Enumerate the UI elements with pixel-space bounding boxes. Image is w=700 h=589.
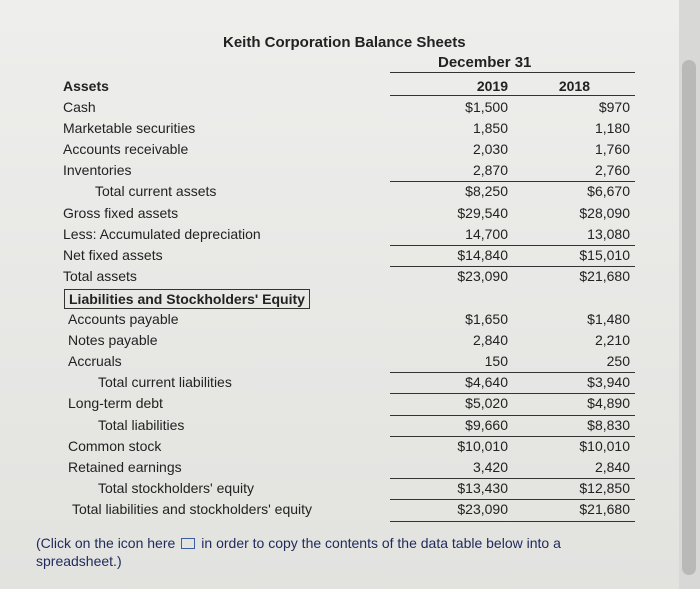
rule [390, 393, 635, 395]
cell: 14,700 [465, 225, 508, 242]
row-label: Accounts receivable [63, 141, 189, 158]
section-label: Liabilities and Stockholders' Equity [64, 288, 310, 309]
scroll-thumb[interactable] [682, 60, 696, 575]
rule [390, 414, 635, 416]
cell: $23,090 [457, 267, 508, 284]
cell: $1,500 [465, 99, 508, 115]
row-label: Common stock [68, 437, 162, 454]
cell: 2,030 [472, 141, 508, 158]
footer-note: (Click on the icon here in order to copy … [36, 534, 616, 570]
rule [390, 521, 635, 522]
row-label: Total stockholders' equity [98, 479, 254, 496]
cell: $970 [598, 99, 630, 115]
cell: $4,640 [465, 374, 508, 391]
row-label: Gross fixed assets [63, 204, 179, 221]
cell: 1,180 [594, 120, 630, 137]
cell: $15,010 [579, 246, 630, 263]
row-label: Cash [63, 99, 96, 115]
cell: $3,940 [587, 374, 630, 391]
rule [390, 372, 635, 374]
row-label: Accounts payable [68, 311, 179, 327]
note-text: (Click on the icon here [36, 535, 176, 551]
rule [390, 477, 635, 479]
cell: $28,090 [579, 204, 630, 221]
rule [390, 244, 635, 246]
row-label: Total current assets [95, 183, 217, 200]
row-label: Retained earnings [68, 458, 182, 475]
cell: 1,760 [594, 141, 630, 158]
cell: $10,010 [457, 437, 508, 454]
row-label: Inventories [63, 162, 132, 179]
row-label: Total liabilities and stockholders' equi… [72, 500, 313, 517]
cell: $10,010 [579, 437, 630, 454]
row-label: Accruals [68, 353, 122, 370]
row-label: Total liabilities [98, 416, 185, 433]
cell: 2,840 [472, 332, 508, 349]
cell: $8,830 [587, 416, 630, 433]
cell: 2,840 [594, 458, 630, 475]
cell: $5,020 [465, 395, 508, 412]
cell: $4,890 [587, 395, 630, 412]
row-label: Marketable securities [63, 120, 196, 137]
cell: $29,540 [457, 204, 508, 221]
copy-icon[interactable] [181, 538, 196, 549]
row-label: Less: Accumulated depreciation [63, 225, 261, 242]
section-label: Assets [63, 78, 109, 94]
row-label: Long-term debt [68, 395, 163, 412]
row-label: Total current liabilities [98, 374, 232, 391]
rule [390, 95, 635, 96]
row-label: Net fixed assets [63, 246, 163, 263]
title: Keith Corporation Balance Sheets [223, 34, 466, 51]
scrollbar[interactable] [679, 0, 700, 589]
cell: $9,660 [465, 416, 508, 433]
cell: 3,420 [472, 458, 508, 475]
cell: 2,760 [594, 162, 630, 179]
cell: 150 [484, 353, 508, 370]
rule [390, 181, 635, 183]
rule [390, 72, 635, 73]
cell: 2,210 [594, 332, 630, 349]
cell: $14,840 [457, 246, 508, 263]
cell: 250 [606, 353, 630, 370]
row-label: Total assets [63, 267, 137, 284]
column-header: 2019 [476, 78, 508, 94]
cell: $6,670 [587, 183, 630, 200]
cell: $21,680 [579, 267, 630, 284]
cell: 13,080 [587, 225, 630, 242]
row-label: Notes payable [68, 332, 158, 349]
period: December 31 [438, 54, 532, 71]
column-header: 2018 [558, 78, 590, 94]
cell: $23,090 [457, 500, 508, 517]
cell: $1,480 [587, 311, 630, 327]
cell: $21,680 [579, 500, 630, 517]
rule [390, 265, 635, 267]
cell: $1,650 [465, 311, 508, 327]
cell: $8,250 [465, 183, 508, 200]
cell: $13,430 [457, 479, 508, 496]
rule [390, 498, 635, 500]
rule [390, 435, 635, 437]
cell: $12,850 [579, 479, 630, 496]
cell: 1,850 [472, 120, 508, 137]
cell: 2,870 [472, 162, 508, 179]
note-text: in order to copy the contents of the dat… [36, 535, 561, 569]
